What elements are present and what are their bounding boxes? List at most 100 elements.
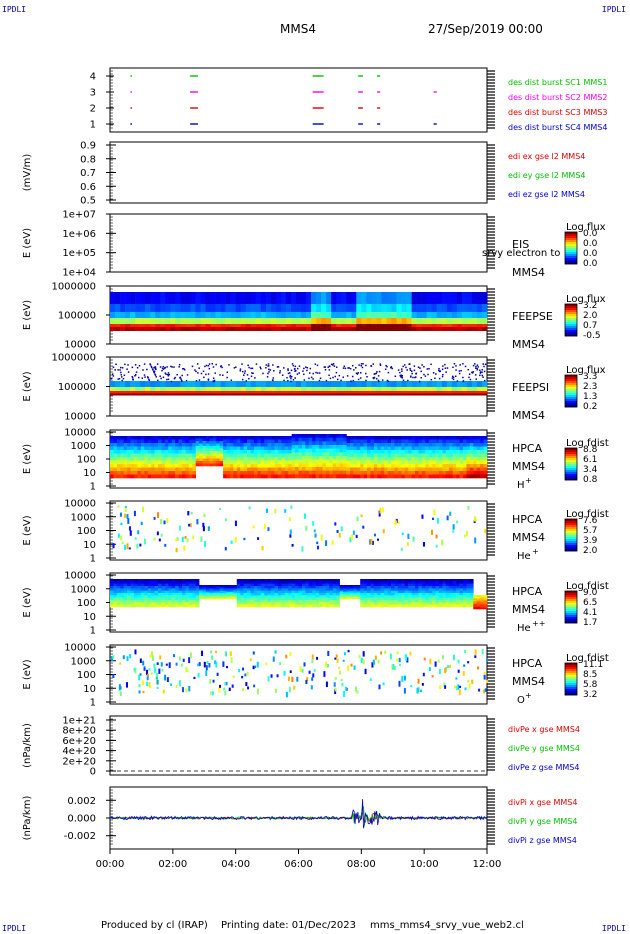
colorbar-slice bbox=[565, 232, 577, 235]
hpca-he2-cell bbox=[305, 604, 310, 608]
hpca-he2-cell bbox=[157, 581, 162, 584]
feepsi-cell bbox=[416, 381, 422, 387]
hpca-he2-cell bbox=[209, 587, 214, 589]
hpca-he1-speck bbox=[117, 533, 120, 538]
hpca-he2-cell bbox=[401, 604, 406, 608]
hpca-h-cell bbox=[161, 446, 166, 451]
hpca-h-cell bbox=[277, 453, 282, 458]
divpi-legend-entry: divPi z gse MMS4 bbox=[508, 836, 577, 845]
feepsi-speck bbox=[379, 363, 382, 365]
feepsi-speck bbox=[418, 380, 421, 383]
feepsi-cell bbox=[195, 387, 201, 391]
feepsi-speck bbox=[467, 368, 470, 371]
feepsi-speck bbox=[161, 369, 163, 372]
hpca-he2-cell bbox=[216, 589, 220, 592]
hpca-he2-cell bbox=[154, 590, 159, 594]
hpca-he2-cell bbox=[353, 593, 358, 595]
hpca-he2-cell bbox=[271, 586, 275, 589]
hpca-h-cell bbox=[349, 446, 354, 451]
hpca-o-speck bbox=[398, 680, 401, 687]
feepse-cell bbox=[145, 304, 151, 312]
feepsi-cell bbox=[295, 387, 302, 391]
hpca-he2-cell bbox=[151, 581, 155, 584]
hpca-he2-cell bbox=[463, 590, 467, 594]
hpca-h-cell bbox=[188, 464, 193, 468]
hpca-h-cell bbox=[212, 438, 217, 442]
hpca-he1-speck bbox=[153, 537, 156, 541]
hpca-he2-cell bbox=[397, 583, 402, 587]
hpca-h-cell bbox=[356, 460, 361, 465]
hpca-he2-cell bbox=[243, 583, 248, 587]
hpca-o-speck bbox=[165, 663, 168, 666]
hpca-he2-cell bbox=[339, 587, 344, 589]
hpca-he2-cell bbox=[397, 588, 402, 591]
hpca-he2-cell bbox=[157, 597, 162, 601]
feepse-cell bbox=[346, 312, 352, 318]
feepsi-cell bbox=[110, 387, 116, 391]
colorbar bbox=[564, 447, 578, 481]
hpca-h-cell bbox=[120, 457, 125, 461]
hpca-h-cell bbox=[291, 467, 296, 471]
feepsi-speck bbox=[159, 366, 162, 368]
hpca-he2-cell bbox=[449, 583, 454, 587]
hpca-h-cell bbox=[133, 443, 138, 447]
hpca-he2-cell bbox=[233, 597, 238, 600]
hpca-he2-cell bbox=[188, 600, 193, 603]
hpca-h-cell bbox=[360, 467, 364, 472]
feepse-cell bbox=[406, 327, 412, 331]
hpca-h-cell bbox=[332, 448, 337, 453]
hpca-h-cell bbox=[432, 464, 436, 468]
feepse-cell bbox=[255, 318, 262, 324]
hpca-he2-cell bbox=[277, 597, 282, 601]
feepsi-cell bbox=[381, 391, 387, 394]
feepse-cell bbox=[225, 324, 231, 327]
y-axis-label: E (eV) bbox=[22, 515, 33, 545]
feepsi-speck bbox=[207, 364, 210, 367]
feepsi-speck bbox=[155, 376, 157, 378]
feepse-cell bbox=[245, 304, 252, 312]
hpca-h-cell bbox=[188, 450, 193, 454]
hpca-h-cell bbox=[229, 471, 234, 475]
hpca-h-cell bbox=[223, 457, 227, 461]
hpca-he2-cell bbox=[229, 588, 234, 590]
hpca-h-cell bbox=[123, 464, 128, 468]
hpca-h-cell bbox=[137, 453, 142, 458]
feepse-cell bbox=[180, 324, 186, 327]
feepsi-cell bbox=[160, 391, 166, 394]
feepse-cell bbox=[125, 312, 131, 318]
hpca-h-cell bbox=[339, 452, 344, 457]
feepsi-speck bbox=[476, 368, 479, 370]
hpca-he2-cell bbox=[291, 588, 296, 591]
hpca-h-cell bbox=[425, 471, 430, 475]
hpca-o-speck bbox=[138, 684, 141, 688]
hpca-he2-cell bbox=[253, 595, 258, 598]
feepse-cell bbox=[165, 304, 171, 312]
feepse-cell bbox=[481, 312, 488, 318]
hpca-he1-speck bbox=[181, 536, 184, 543]
hpca-he2-cell bbox=[229, 587, 234, 589]
hpca-o-speck bbox=[272, 656, 275, 662]
feepse-cell bbox=[130, 318, 136, 324]
feepse-cell bbox=[341, 324, 347, 327]
hpca-he2-cell bbox=[421, 604, 426, 608]
colorbar-slice bbox=[565, 375, 577, 378]
hpca-he2-cell bbox=[336, 597, 340, 601]
hpca-h-cell bbox=[209, 458, 214, 462]
feepse-cell bbox=[376, 312, 382, 318]
y-tick-label: 8e+20 bbox=[62, 726, 96, 737]
colorbar-slice bbox=[565, 391, 577, 394]
hpca-h-cell bbox=[346, 457, 351, 461]
feepse-cell bbox=[306, 324, 312, 327]
feepsi-speck bbox=[290, 375, 293, 378]
feepsi-speck bbox=[350, 380, 352, 382]
feepsi-cell bbox=[336, 393, 342, 396]
feepse-cell bbox=[426, 312, 433, 318]
feepsi-speck bbox=[272, 364, 274, 366]
feepse-cell bbox=[205, 304, 211, 312]
hpca-he1-speck bbox=[120, 535, 123, 541]
hpca-he1-speck bbox=[350, 534, 353, 539]
hpca-he1-speck bbox=[406, 542, 409, 546]
hpca-he2-cell bbox=[188, 588, 193, 591]
hpca-he2-cell bbox=[339, 586, 344, 588]
hpca-h-cell bbox=[277, 460, 282, 465]
